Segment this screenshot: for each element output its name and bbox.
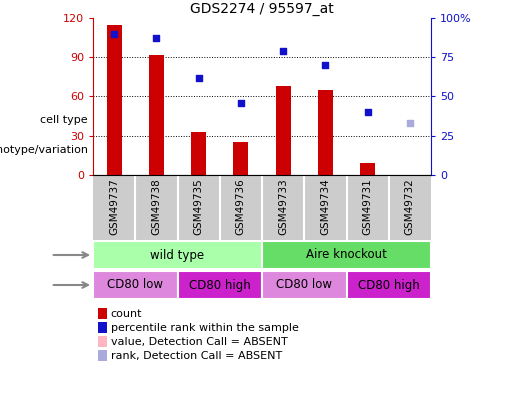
Text: wild type: wild type: [150, 249, 204, 262]
Text: GSM49732: GSM49732: [405, 178, 415, 235]
Bar: [276, 86, 290, 175]
Text: cell type: cell type: [40, 115, 88, 125]
Bar: [93, 241, 262, 269]
Text: rank, Detection Call = ABSENT: rank, Detection Call = ABSENT: [111, 351, 282, 360]
Bar: [233, 142, 248, 175]
Point: [406, 120, 414, 126]
Bar: [191, 132, 206, 175]
Text: GSM49734: GSM49734: [320, 178, 331, 235]
Bar: [93, 271, 178, 299]
Text: GSM49731: GSM49731: [363, 178, 373, 235]
Text: CD80 high: CD80 high: [189, 279, 251, 292]
Point: [364, 109, 372, 115]
Bar: [262, 241, 431, 269]
Bar: [149, 55, 164, 175]
Text: GSM49738: GSM49738: [151, 178, 161, 235]
Text: percentile rank within the sample: percentile rank within the sample: [111, 322, 299, 333]
Point: [237, 100, 245, 106]
Text: genotype/variation: genotype/variation: [0, 145, 88, 155]
Bar: [107, 25, 122, 175]
Text: GSM49736: GSM49736: [236, 178, 246, 235]
Text: CD80 high: CD80 high: [358, 279, 420, 292]
Point: [152, 35, 161, 42]
Bar: [347, 271, 431, 299]
Text: GSM49737: GSM49737: [109, 178, 119, 235]
Bar: [360, 163, 375, 175]
Text: CD80 low: CD80 low: [107, 279, 163, 292]
Text: value, Detection Call = ABSENT: value, Detection Call = ABSENT: [111, 337, 287, 347]
Point: [279, 48, 287, 54]
Text: CD80 low: CD80 low: [276, 279, 332, 292]
Point: [321, 62, 330, 68]
Bar: [318, 90, 333, 175]
Bar: [262, 271, 347, 299]
Point: [195, 75, 203, 81]
Bar: [178, 271, 262, 299]
Text: GSM49733: GSM49733: [278, 178, 288, 235]
Point: [110, 30, 118, 37]
Title: GDS2274 / 95597_at: GDS2274 / 95597_at: [190, 2, 334, 15]
Text: GSM49735: GSM49735: [194, 178, 203, 235]
Text: Aire knockout: Aire knockout: [306, 249, 387, 262]
Text: count: count: [111, 309, 142, 319]
